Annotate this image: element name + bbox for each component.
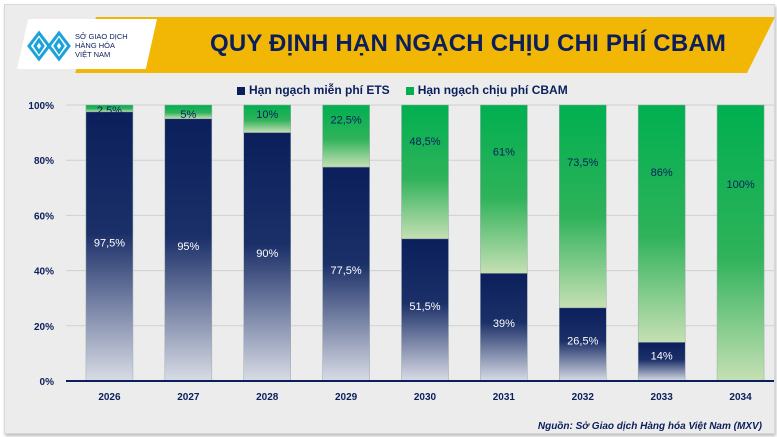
bar-ets xyxy=(243,132,291,382)
logo-line: SỞ GIAO DỊCH xyxy=(75,32,128,41)
y-tick-label: 40% xyxy=(34,267,54,278)
data-label-ets: 26,5% xyxy=(567,335,598,347)
data-label-ets: 77,5% xyxy=(331,265,362,277)
x-tick-label: 2032 xyxy=(572,392,595,403)
y-tick-label: 20% xyxy=(34,322,54,333)
data-label-ets: 39% xyxy=(493,318,515,330)
logo-icon xyxy=(27,30,71,62)
bar-ets xyxy=(401,238,449,382)
data-label-cbam: 100% xyxy=(726,179,754,191)
plot-area: 0% 20% 40% 60% 80% 100% 97,5% 2,5% 2026 95% 5% 2027… xyxy=(28,101,774,403)
bar-ets xyxy=(480,273,528,382)
chart-frame: SỞ GIAO DỊCH HÀNG HÓA VIỆT NAM QUY ĐỊNH … xyxy=(4,4,775,434)
bar-cbam xyxy=(243,104,291,133)
x-tick-label: 2029 xyxy=(335,392,358,403)
x-tick-label: 2034 xyxy=(729,392,752,403)
legend-item-cbam: Hạn ngạch chịu phí CBAM xyxy=(405,83,568,97)
y-tick-label: 100% xyxy=(28,101,54,112)
data-label-ets: 14% xyxy=(651,350,673,362)
data-label-cbam: 73,5% xyxy=(567,157,598,169)
x-tick-label: 2031 xyxy=(493,392,516,403)
x-tick-label: 2028 xyxy=(256,392,279,403)
bar-ets xyxy=(322,166,370,382)
bar-ets xyxy=(637,342,686,382)
legend-label: Hạn ngạch miễn phí ETS xyxy=(249,83,390,97)
bar-cbam xyxy=(559,104,607,309)
logo-text: SỞ GIAO DỊCH HÀNG HÓA VIỆT NAM xyxy=(75,32,128,59)
data-label-ets: 95% xyxy=(177,241,199,253)
data-label-cbam: 61% xyxy=(493,147,515,159)
legend-label: Hạn ngạch chịu phí CBAM xyxy=(417,83,568,97)
data-label-cbam: 48,5% xyxy=(409,136,440,148)
legend-item-ets: Hạn ngạch miễn phí ETS xyxy=(237,83,390,97)
bar-ets xyxy=(164,118,213,382)
bar-ets xyxy=(85,111,134,382)
logo: SỞ GIAO DỊCH HÀNG HÓA VIỆT NAM xyxy=(17,19,157,69)
bar-cbam xyxy=(480,104,528,274)
legend-swatch xyxy=(237,86,245,95)
title-banner xyxy=(75,17,775,73)
data-label-cbam: 86% xyxy=(651,167,673,179)
data-label-cbam: 22,5% xyxy=(331,115,362,127)
data-label-cbam: 10% xyxy=(256,109,278,121)
y-tick-label: 0% xyxy=(40,377,55,388)
y-tick-label: 80% xyxy=(34,156,54,167)
data-label-cbam: 2,5% xyxy=(97,105,122,117)
logo-line: HÀNG HÓA xyxy=(75,41,116,50)
legend-swatch xyxy=(405,86,414,95)
y-tick-label: 60% xyxy=(34,211,54,222)
logo-line: VIỆT NAM xyxy=(75,50,111,59)
data-label-ets: 51,5% xyxy=(409,301,440,313)
bar-ets xyxy=(559,307,607,382)
x-tick-label: 2030 xyxy=(414,392,437,403)
x-tick-label: 2026 xyxy=(98,392,121,403)
x-tick-label: 2027 xyxy=(177,392,200,403)
bar-cbam xyxy=(322,104,370,168)
bar-cbam xyxy=(716,104,765,382)
data-label-ets: 97,5% xyxy=(94,237,125,249)
legend: Hạn ngạch miễn phí ETS Hạn ngạch chịu ph… xyxy=(237,83,568,97)
data-label-cbam: 5% xyxy=(180,109,196,121)
bar-cbam xyxy=(637,104,686,343)
x-tick-label: 2033 xyxy=(651,392,674,403)
chart-title: QUY ĐỊNH HẠN NGẠCH CHỊU CHI PHÍ CBAM xyxy=(210,30,727,57)
source-note: Nguồn: Sở Giao dịch Hàng hóa Việt Nam (M… xyxy=(537,421,762,432)
bar-cbam xyxy=(401,104,449,240)
data-label-ets: 90% xyxy=(256,248,278,260)
